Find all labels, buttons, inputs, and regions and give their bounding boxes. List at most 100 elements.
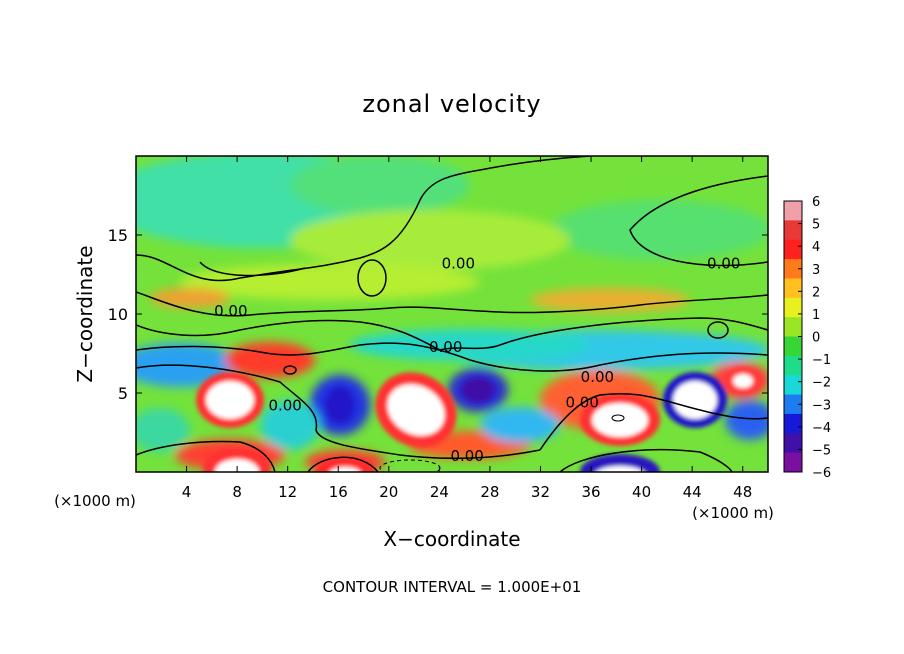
contour-label: 0.00 (565, 393, 598, 411)
contour-label: 0.00 (429, 338, 462, 356)
colorbar-swatch (784, 239, 802, 260)
x-axis-unit-left: (×1000 m) (54, 492, 136, 510)
field-feature (136, 408, 190, 452)
colorbar-tick-label: 2 (812, 285, 820, 300)
colorbar-tick-label: 5 (812, 218, 820, 233)
y-tick-label: 15 (108, 226, 128, 245)
x-tick-label: 16 (329, 483, 348, 501)
colorbar-swatch (784, 220, 802, 241)
contour-line (379, 459, 441, 472)
contour-line (707, 321, 729, 339)
contour-label: 0.00 (707, 254, 740, 272)
colorbar-swatch (784, 259, 802, 279)
colorbar-tick-label: 6 (812, 195, 820, 210)
contour-line (136, 440, 276, 472)
colorbar-swatch (784, 355, 802, 376)
colorbar-swatch (784, 336, 802, 357)
contour-line (357, 259, 387, 297)
contour-label: 0.00 (214, 302, 247, 320)
core-positive-max (215, 459, 259, 472)
x-axis-label: X−coordinate (383, 527, 520, 551)
x-tick-label: 32 (531, 483, 550, 501)
field-feature (480, 407, 560, 443)
contour-label: 0.00 (450, 447, 483, 465)
colorbar-tick-label: −6 (812, 466, 831, 481)
core-positive-max (592, 403, 648, 437)
colorbar-swatch (784, 201, 802, 221)
colorbar-tick-label: −4 (812, 421, 831, 436)
contour-line (136, 364, 541, 460)
contour-line (611, 414, 625, 422)
contour-label: 0.00 (268, 397, 301, 415)
field-feature (290, 156, 470, 215)
contour-line (283, 365, 297, 375)
contour-interval-note: CONTOUR INTERVAL = 1.000E+01 (323, 578, 582, 596)
colorbar-tick-label: 3 (812, 263, 820, 278)
chart-title: zonal velocity (362, 90, 541, 118)
field-feature (350, 329, 590, 361)
core-positive-max (206, 381, 254, 419)
core-negative (326, 387, 354, 423)
contour-label: 0.00 (442, 254, 475, 272)
x-axis-unit-right: (×1000 m) (692, 504, 774, 522)
colorbar-swatch (784, 317, 802, 337)
field-feature (530, 288, 690, 312)
colorbar-tick-label: −3 (812, 398, 831, 413)
contour-line (199, 261, 306, 277)
colorbar-swatch (784, 394, 802, 415)
core-negative (462, 378, 494, 402)
colorbar: 6 5 4 3 2 1 0 −1 −2 −3 −4 −5 −6 (783, 195, 831, 481)
colorbar-tick-label: 1 (812, 308, 820, 323)
core-positive-max (329, 467, 361, 472)
contour-line (136, 342, 768, 372)
y-tick-label: 5 (118, 384, 128, 403)
colorbar-tick-label: −5 (812, 443, 831, 458)
core-negative-max (596, 466, 644, 472)
field-feature (725, 400, 768, 440)
plot-area: 0.00 0.00 0.00 0.00 0.00 0.00 0.00 0.00 (136, 156, 768, 472)
contour-labels: 0.00 0.00 0.00 0.00 0.00 0.00 0.00 0.00 (214, 254, 740, 465)
colorbar-swatch (784, 375, 802, 396)
x-tick-label: 8 (232, 483, 242, 501)
field-feature (180, 264, 480, 300)
contour-line (136, 156, 591, 282)
colorbar-swatch (784, 433, 802, 454)
contour-line (136, 291, 768, 317)
x-tick-label: 24 (430, 483, 449, 501)
field-feature (225, 342, 315, 378)
colorbar-swatch (784, 413, 802, 434)
contour-label: 0.00 (581, 368, 614, 386)
contour-line (629, 175, 768, 267)
core-positive-max (387, 384, 445, 436)
y-axis-label: Z−coordinate (73, 245, 97, 382)
contour-line (307, 456, 379, 472)
field-feature (260, 400, 320, 450)
x-tick-label: 44 (683, 483, 702, 501)
velocity-cores (196, 367, 763, 472)
field-feature (550, 200, 768, 260)
zero-contours (136, 156, 768, 472)
x-axis: 4 8 12 16 20 24 28 32 36 40 44 48 (182, 156, 752, 501)
colorbar-swatch (784, 278, 802, 299)
x-tick-label: 20 (379, 483, 398, 501)
x-tick-label: 36 (581, 483, 600, 501)
colorbar-tick-label: −2 (812, 376, 831, 391)
colorbar-swatch (784, 297, 802, 318)
core-positive-max (733, 374, 753, 388)
colorbar-tick-label: 0 (812, 331, 820, 346)
x-tick-label: 28 (480, 483, 499, 501)
contour-line (559, 448, 733, 472)
colorbar-tick-label: −1 (812, 353, 831, 368)
y-axis: 5 10 15 (108, 226, 768, 403)
x-tick-label: 12 (278, 483, 297, 501)
colorbar-swatch (784, 452, 802, 473)
core-negative (580, 454, 660, 472)
x-tick-label: 48 (733, 483, 752, 501)
contour-line (539, 392, 768, 451)
core-positive (315, 458, 375, 472)
field-feature (290, 210, 570, 270)
colorbar-tick-label: 4 (812, 240, 820, 255)
x-tick-label: 40 (632, 483, 651, 501)
core-negative-max (673, 381, 717, 419)
